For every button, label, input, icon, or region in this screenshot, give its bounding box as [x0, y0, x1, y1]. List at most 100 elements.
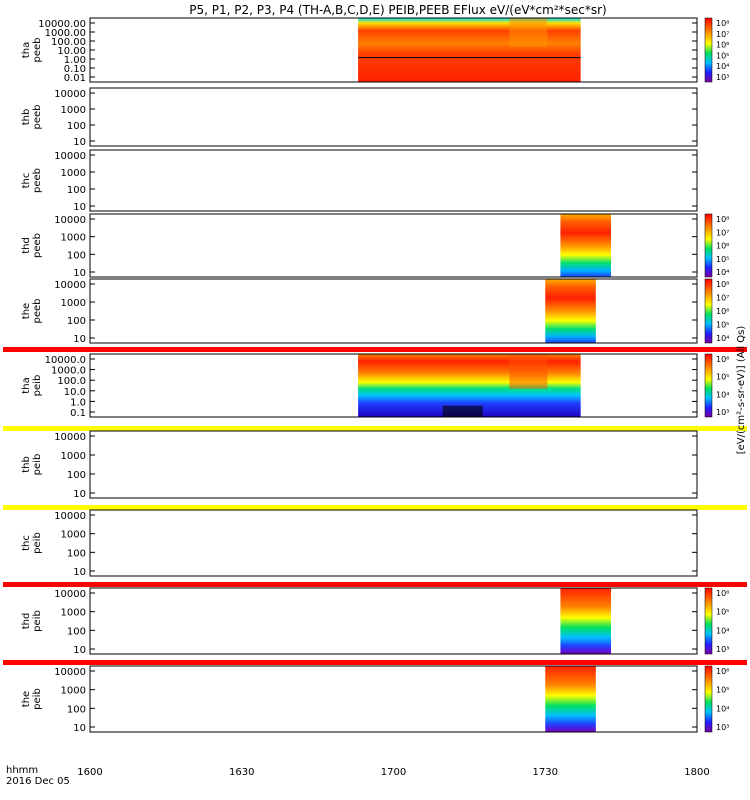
panel-probe-label: thd: [21, 613, 32, 630]
colorbar-tick-label: 10⁴: [716, 268, 729, 277]
panel-frame: [89, 509, 698, 577]
panel-probe-label: thb: [21, 109, 32, 126]
y-tick-label: 1000: [61, 608, 86, 619]
colorbar: [704, 213, 713, 278]
colorbar: [704, 278, 713, 344]
y-tick-label: 1000: [61, 168, 86, 179]
colorbar-tick-label: 10⁶: [716, 242, 729, 251]
y-tick-label: 10000.0: [45, 355, 86, 366]
colorbar-tick-label: 10⁸: [716, 19, 729, 28]
panel-probe-label: the: [21, 691, 32, 707]
spectrogram-image: [560, 588, 612, 654]
y-tick-label: 0.10: [64, 64, 86, 75]
colorbar-tick-label: 10⁴: [716, 626, 729, 635]
y-tick-label: 100: [67, 250, 86, 261]
x-axis-label: hhmm: [6, 765, 38, 776]
panel-frame: [89, 665, 698, 733]
y-tick-label: 100: [67, 470, 86, 481]
panel-frame: [89, 587, 698, 655]
colorbar-tick-label: 10⁵: [716, 373, 729, 382]
x-tick-label: 1800: [684, 767, 709, 778]
spectrogram-feature: [509, 354, 548, 389]
colorbar-label: [eV/(cm²-s-sr-eV)] (All Qs): [736, 326, 747, 455]
colorbar-tick-label: 10⁶: [716, 307, 729, 316]
y-tick-label: 1000: [61, 233, 86, 244]
y-tick-label: 0.01: [64, 73, 86, 84]
panel-product-label: peib: [32, 375, 43, 397]
status-bar: [3, 505, 747, 510]
y-tick-label: 1000: [61, 298, 86, 309]
colorbar-tick-label: 10³: [716, 408, 729, 417]
y-tick-label: 10000: [54, 432, 86, 443]
panel-product-label: peib: [32, 454, 43, 476]
y-tick-label: 1000: [61, 530, 86, 541]
y-tick-label: 100: [67, 548, 86, 559]
colorbar-tick-label: 10⁴: [716, 62, 729, 71]
panel-probe-label: thc: [21, 535, 32, 551]
x-tick-label: 1700: [381, 767, 406, 778]
panel-probe-label: tha: [21, 42, 32, 58]
spectrogram-gap: [442, 405, 483, 417]
panel-product-label: peib: [32, 688, 43, 710]
panel-product-label: peeb: [32, 168, 43, 193]
panel-probe-label: thd: [21, 237, 32, 254]
y-tick-label: 1000.00: [45, 28, 86, 39]
y-tick-label: 10: [73, 489, 86, 500]
panel-product-label: peeb: [32, 38, 43, 63]
y-tick-label: 100.00: [51, 37, 86, 48]
panel-probe-label: the: [21, 303, 32, 319]
colorbar-tick-label: 10⁴: [716, 334, 729, 343]
colorbar-tick-label: 10⁴: [716, 390, 729, 399]
colorbar-tick-label: 10³: [716, 645, 729, 654]
spectrogram-image: [560, 214, 612, 277]
y-tick-label: 100: [67, 316, 86, 327]
y-tick-label: 1000.0: [51, 366, 86, 377]
spectrogram-image: [545, 666, 596, 732]
colorbar: [704, 587, 713, 655]
panel-probe-label: thc: [21, 173, 32, 189]
colorbar-tick-label: 10⁶: [716, 667, 729, 676]
y-tick-label: 100.0: [57, 376, 86, 387]
colorbar-tick-label: 10⁵: [716, 686, 729, 695]
y-tick-label: 100: [67, 121, 86, 132]
y-tick-label: 10.00: [57, 46, 86, 57]
colorbar-tick-label: 10⁵: [716, 255, 729, 264]
panel-thd-peeb: 10000 1000 100 10 thd peeb 10⁸ 10⁷ 10⁶ 10⁵ 10⁴: [21, 213, 729, 279]
y-tick-label: 1000: [61, 451, 86, 462]
x-tick-label: 1730: [533, 767, 558, 778]
panel-thb-peeb: 10000 1000 100 10 thb peeb: [21, 87, 698, 148]
colorbar-tick-label: 10⁵: [716, 51, 729, 60]
x-tick-label: 1630: [229, 767, 254, 778]
panel-product-label: peeb: [32, 233, 43, 258]
y-tick-label: 10: [73, 202, 86, 213]
panel-the-peib: 10000 1000 100 10 the peib 10⁶ 10⁵ 10⁴ 10³: [21, 665, 729, 734]
y-tick-label: 10: [73, 334, 86, 345]
colorbar-tick-label: 10⁴: [716, 704, 729, 713]
y-tick-label: 10: [73, 268, 86, 279]
panel-frame: [89, 87, 698, 147]
colorbar-tick-label: 10⁶: [716, 41, 729, 50]
x-tick-label: 1600: [77, 767, 102, 778]
y-tick-label: 10000: [54, 215, 86, 226]
spectrogram-image: [545, 279, 596, 343]
panel-thc-peib: 10000 1000 100 10 thc peib: [3, 509, 747, 587]
status-bar: [3, 347, 747, 352]
y-tick-label: 10000.00: [38, 19, 86, 30]
status-bar: [3, 582, 747, 587]
y-tick-label: 1000: [61, 686, 86, 697]
panel-probe-label: tha: [21, 377, 32, 393]
y-tick-label: 10000: [54, 589, 86, 600]
y-tick-label: 1000: [61, 105, 86, 116]
y-tick-label: 10: [73, 567, 86, 578]
colorbar-tick-label: 10⁸: [716, 215, 729, 224]
panel-frame: [89, 149, 698, 212]
date-label: 2016 Dec 05: [6, 776, 70, 787]
spectrogram-feature: [509, 18, 548, 47]
panel-the-peeb: 10000 1000 100 10 the peeb 10⁸ 10⁷ 10⁶ 10⁵ 10⁴: [3, 278, 747, 352]
y-tick-label: 1.00: [64, 55, 86, 66]
colorbar-tick-label: 10³: [716, 723, 729, 732]
y-tick-label: 10000: [54, 89, 86, 100]
panel-product-label: peib: [32, 532, 43, 554]
colorbar-tick-label: 10⁷: [716, 228, 729, 237]
